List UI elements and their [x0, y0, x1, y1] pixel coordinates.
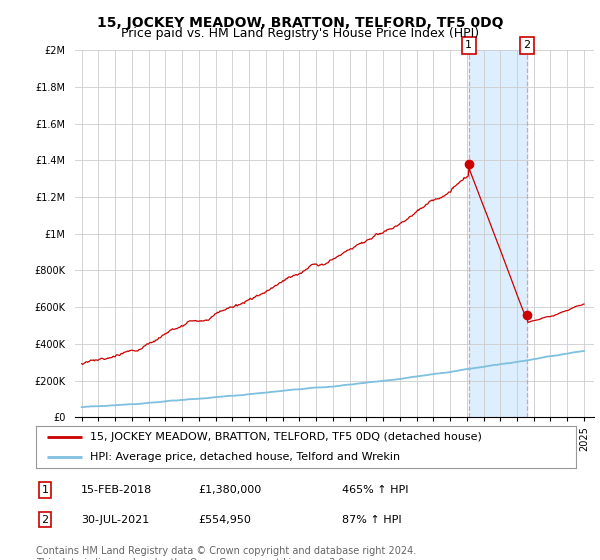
Text: 15-FEB-2018: 15-FEB-2018 — [81, 485, 152, 495]
Text: Contains HM Land Registry data © Crown copyright and database right 2024.
This d: Contains HM Land Registry data © Crown c… — [36, 546, 416, 560]
Text: £554,950: £554,950 — [198, 515, 251, 525]
Text: 1: 1 — [41, 485, 49, 495]
Text: 2: 2 — [523, 40, 530, 50]
Text: HPI: Average price, detached house, Telford and Wrekin: HPI: Average price, detached house, Telf… — [90, 452, 400, 462]
Text: 465% ↑ HPI: 465% ↑ HPI — [342, 485, 409, 495]
Text: 15, JOCKEY MEADOW, BRATTON, TELFORD, TF5 0DQ: 15, JOCKEY MEADOW, BRATTON, TELFORD, TF5… — [97, 16, 503, 30]
Text: 1: 1 — [465, 40, 472, 50]
Text: 15, JOCKEY MEADOW, BRATTON, TELFORD, TF5 0DQ (detached house): 15, JOCKEY MEADOW, BRATTON, TELFORD, TF5… — [90, 432, 482, 442]
Text: 2: 2 — [41, 515, 49, 525]
Text: £1,380,000: £1,380,000 — [198, 485, 261, 495]
Text: 87% ↑ HPI: 87% ↑ HPI — [342, 515, 401, 525]
Text: Price paid vs. HM Land Registry's House Price Index (HPI): Price paid vs. HM Land Registry's House … — [121, 27, 479, 40]
Text: 30-JUL-2021: 30-JUL-2021 — [81, 515, 149, 525]
Bar — [469, 50, 527, 417]
